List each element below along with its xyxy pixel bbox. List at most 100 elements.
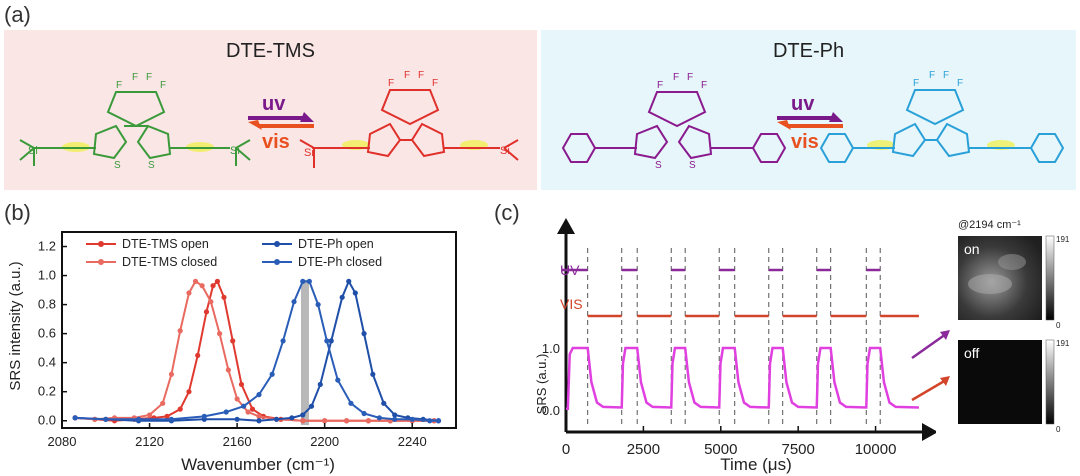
series-point-3 [348,400,354,406]
inset-title: @2194 cm⁻¹ [958,219,1021,231]
scheme-dte-ph: DTE-Ph S S F F F F uv vis [541,30,1076,190]
y-axis-arrow [557,218,575,234]
on-colorbar [1045,235,1055,321]
ph-open-molecule [561,91,787,163]
series-point-0 [186,389,192,395]
series-point-1 [365,418,372,424]
series-point-3 [72,415,78,421]
legend-label-1: DTE-TMS closed [122,255,217,269]
series-point-1 [225,367,231,373]
ph-f2: F [673,72,679,83]
off-colorbar-max: 191 [1056,339,1070,348]
tms-switch-arrows [248,112,314,130]
series-point-2 [328,338,334,344]
series-point-2 [273,416,280,422]
series-point-3 [103,416,109,422]
x-axis-arrow [922,423,936,441]
tms-f3: F [146,72,152,83]
series-point-3 [324,338,330,344]
series-point-2 [370,371,376,377]
tms-f2: F [132,72,138,83]
x-tick-label: 2240 [398,434,427,449]
y-tick-label: 1.0 [38,268,56,283]
x-tick-label: 7500 [781,441,814,458]
series-point-3 [291,299,297,305]
series-point-3 [241,403,247,409]
y-tick-label: 0.0 [542,403,560,418]
series-point-3 [269,371,275,377]
ph-f1: F [657,80,663,91]
x-tick-label: 10000 [855,441,897,458]
series-point-1 [217,331,223,337]
series-point-0 [221,294,227,300]
series-point-3 [315,301,321,308]
srs-trace [566,346,919,411]
srs-image-inset: @2194 cm⁻¹ on 191 0 off 191 0 [958,219,1070,434]
tms-vis-label: vis [262,131,290,153]
series-point-0 [230,338,236,344]
series-point-0 [203,309,210,315]
series-line-0 [75,279,435,422]
tms-uv-label: uv [262,93,286,115]
series-point-3 [300,278,306,284]
series-point-2 [308,403,315,409]
uv-label: UV [560,262,580,278]
x-tick-label: 2200 [310,434,339,449]
legend-label-3: DTE-Ph closed [298,255,382,269]
series-line-3 [75,280,439,422]
x-tick-label: 5000 [704,441,737,458]
series-point-3 [201,413,207,419]
series-point-1 [343,418,350,424]
on-colorbar-min: 0 [1056,321,1061,330]
series-point-2 [300,412,306,418]
series-point-3 [361,410,367,417]
series-line-1 [75,279,435,422]
series-point-2 [381,400,387,406]
series-point-0 [238,381,245,388]
tms-open-molecule [19,91,251,166]
tms-molecules: Si Si S S F F F F uv vis Si [19,70,519,171]
ph-s-right: S [689,160,696,171]
legend-marker-2 [274,241,280,247]
ph-closed-f2: F [929,70,935,81]
vis-label: VIS [560,296,583,312]
ph-s-left: S [655,160,662,171]
y-tick-label: 0.8 [38,297,56,312]
series-line-2 [75,279,439,422]
tms-si-right: Si [230,145,240,157]
tms-closed-si-left: Si [304,147,314,159]
series-point-1 [192,278,199,284]
tms-si-left: Si [28,145,38,157]
tms-closed-molecule [299,89,519,168]
series-point-2 [234,416,240,422]
srs-time-trace-chart: 0 2500 5000 7500 10000 0.0 1.0 UV VIS SRS (a.u… [534,218,936,474]
series-point-2 [361,331,367,337]
on-colorbar-max: 191 [1056,235,1070,244]
tms-closed-f1: F [388,78,394,89]
x-tick-label: 2500 [627,441,660,458]
legend-label-0: DTE-TMS open [122,237,209,251]
tms-closed-si-right: Si [500,145,510,157]
series-point-1 [168,371,175,377]
ph-switch-arrows [777,112,843,130]
ph-closed-f3: F [943,70,949,81]
series-point-0 [195,352,201,359]
series-point-2 [289,415,295,421]
series-point-3 [392,416,398,422]
y-tick-label: 1.0 [542,341,560,356]
series-point-2 [256,418,262,424]
series-point-0 [249,406,256,412]
tms-s-right: S [148,160,155,171]
legend-marker-1 [98,259,104,265]
tms-closed-f3: F [418,70,424,81]
x-tick-label: 2080 [48,434,77,449]
y-axis-label: SRS intensity (a.u.) [7,261,24,390]
series-point-0 [214,278,221,284]
series-point-1 [186,290,192,296]
ph-molecules: S S F F F F uv vis F F F F [561,70,1065,171]
y-tick-label: 1.2 [38,239,56,254]
ph-closed-molecule [819,89,1065,163]
series-point-2 [346,278,352,284]
ph-uv-label: uv [791,93,815,115]
series-point-3 [435,418,442,424]
